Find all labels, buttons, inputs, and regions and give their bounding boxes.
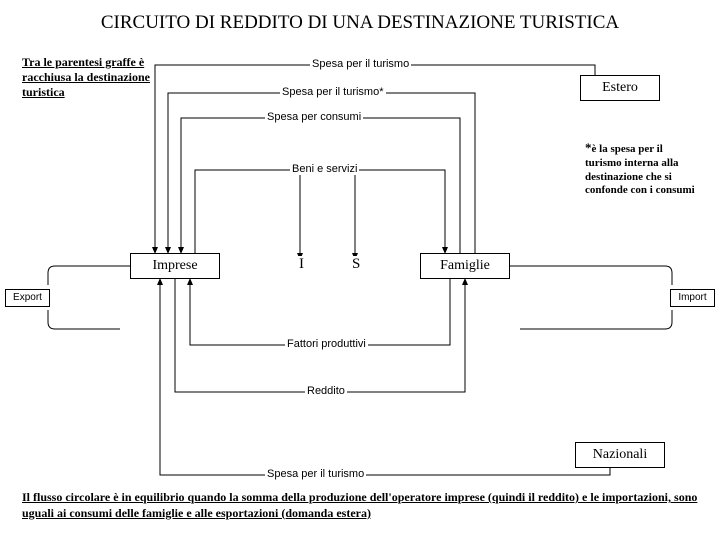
label-spesa-consumi: Spesa per consumi	[265, 111, 363, 123]
label-spesa-turismo-bottom: Spesa per il turismo	[265, 468, 366, 480]
note-right: *è la spesa per il turismo interna alla …	[585, 140, 700, 198]
label-beni-servizi: Beni e servizi	[290, 163, 359, 175]
import-box: Import	[670, 289, 715, 307]
nazionali-box: Nazionali	[575, 442, 665, 468]
label-spesa-turismo-star: Spesa per il turismo*	[280, 86, 386, 98]
label-s: S	[350, 256, 362, 273]
page-title: CIRCUITO DI REDDITO DI UNA DESTINAZIONE …	[0, 12, 720, 34]
famiglie-box: Famiglie	[420, 253, 510, 279]
note-right-text: è la spesa per il turismo interna alla d…	[585, 143, 695, 196]
label-spesa-turismo: Spesa per il turismo	[310, 58, 411, 70]
estero-box: Estero	[580, 75, 660, 101]
label-fattori: Fattori produttivi	[285, 338, 368, 350]
export-box: Export	[5, 289, 50, 307]
label-reddito: Reddito	[305, 385, 347, 397]
bottom-note: Il flusso circolare è in equilibrio quan…	[22, 490, 702, 521]
note-left: Tra le parentesi graffe è racchiusa la d…	[22, 55, 192, 100]
label-i: I	[297, 256, 306, 273]
imprese-box: Imprese	[130, 253, 220, 279]
